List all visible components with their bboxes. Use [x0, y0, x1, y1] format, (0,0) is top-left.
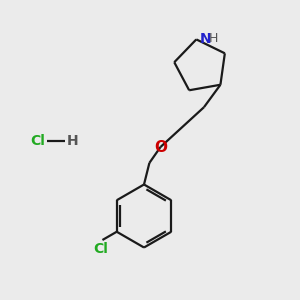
Text: N: N — [200, 32, 212, 46]
Text: H: H — [209, 32, 218, 45]
Text: Cl: Cl — [94, 242, 108, 256]
Text: O: O — [154, 140, 167, 154]
Text: H: H — [67, 134, 78, 148]
Text: Cl: Cl — [30, 134, 45, 148]
